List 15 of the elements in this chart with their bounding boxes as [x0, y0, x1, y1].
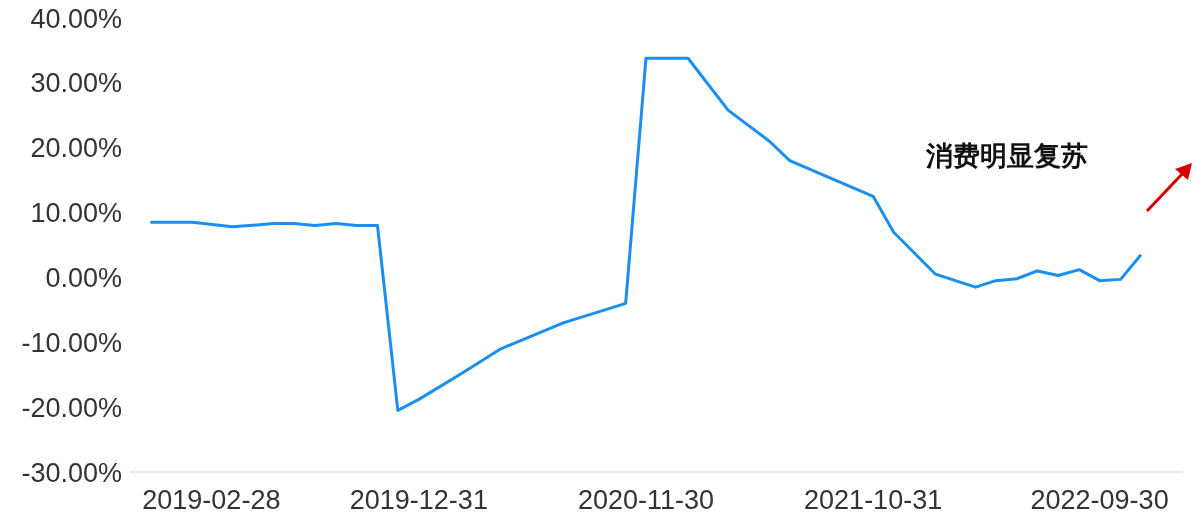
- y-tick-label: 10.00%: [30, 198, 122, 229]
- line-series: [148, 56, 1143, 412]
- x-tick-label: 2020-11-30: [577, 485, 715, 516]
- y-tick-label: -30.00%: [21, 457, 122, 488]
- x-tick-label: 2022-09-30: [1030, 485, 1169, 516]
- y-tick-label: -20.00%: [21, 392, 122, 423]
- annotation: 消费明显复苏: [926, 139, 1088, 173]
- x-tick-label: 2021-10-31: [804, 485, 943, 516]
- y-tick-label: 20.00%: [30, 133, 122, 164]
- y-tick-label: 40.00%: [30, 3, 122, 34]
- y-tick-label: -10.00%: [21, 327, 122, 358]
- x-tick-label: 2019-12-31: [349, 485, 488, 516]
- x-tick-label: 2019-02-28: [142, 485, 281, 516]
- y-tick-label: 0.00%: [45, 263, 122, 294]
- y-tick-label: 30.00%: [30, 68, 122, 99]
